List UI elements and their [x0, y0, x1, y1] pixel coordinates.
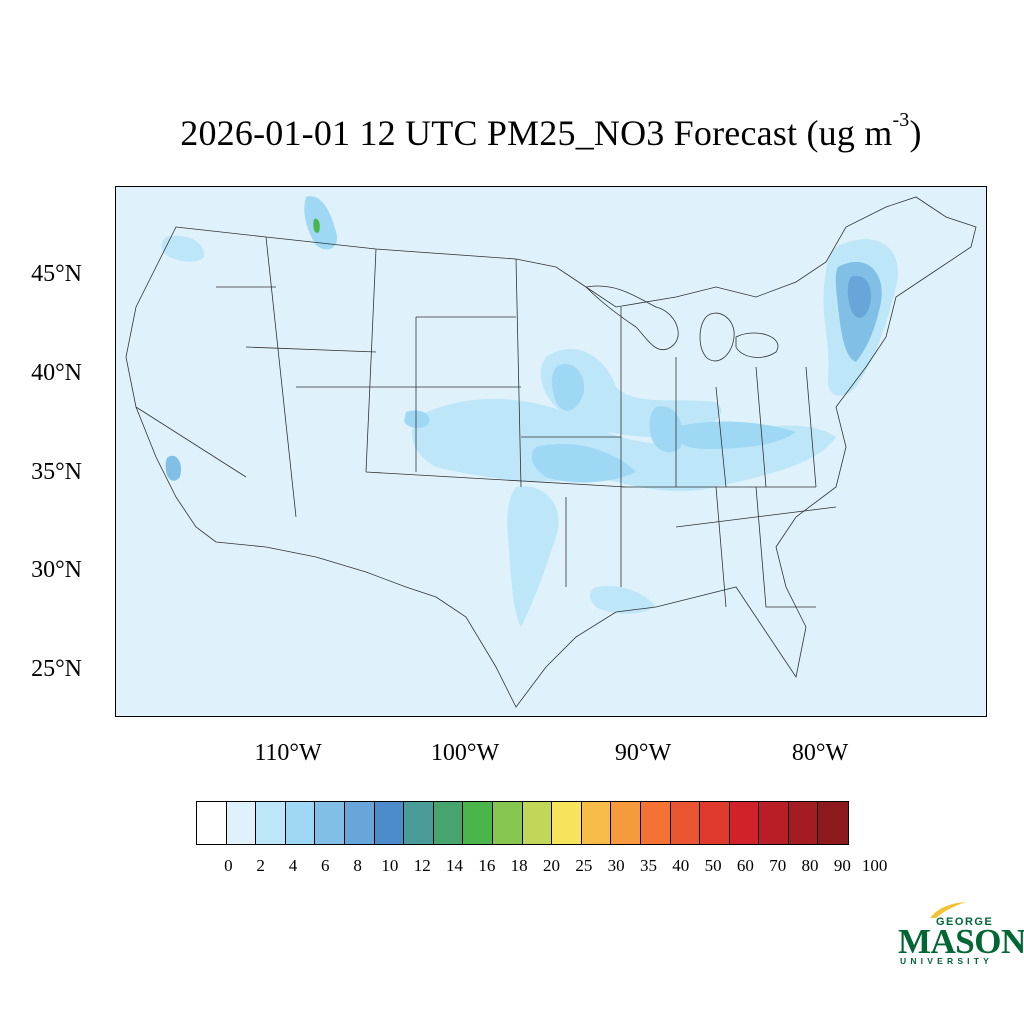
colorbar-swatch-16: [670, 802, 701, 844]
colorbar-swatch-17: [700, 802, 730, 844]
plume-arkansas: [507, 486, 559, 627]
plume-gulf: [590, 585, 656, 614]
colorbar-label-10: 20: [543, 856, 560, 875]
colorbar-label-4: 8: [353, 856, 362, 875]
colorbar-label-16: 60: [736, 856, 754, 875]
plume-montana-core: [313, 218, 320, 233]
colorbar-label-7: 14: [446, 856, 464, 875]
colorbar-label-13: 35: [639, 856, 657, 875]
colorbar-label-14: 40: [672, 856, 690, 875]
logo-mason: MASON: [898, 922, 1024, 961]
title-superscript: -3: [892, 109, 910, 131]
colorbar-swatch-14: [611, 802, 641, 844]
colorbar-swatch-1: [226, 802, 257, 844]
colorbar-label-19: 90: [833, 856, 851, 875]
colorbar-label-17: 70: [769, 856, 787, 875]
colorbar-swatch-15: [640, 802, 671, 844]
lon-label-80: 80°W: [791, 740, 849, 766]
title-close-paren: ): [909, 113, 922, 153]
colorbar-swatch-7: [404, 802, 434, 844]
colorbar-label-5: 10: [381, 856, 399, 875]
colorbar-label-15: 50: [704, 856, 722, 875]
colorbar-label-1: 2: [256, 856, 265, 875]
plume-california: [165, 455, 182, 481]
colorbar-label-8: 16: [478, 856, 496, 875]
plume-central-plains: [412, 398, 836, 492]
colorbar-swatch-4: [315, 802, 345, 844]
colorbar-swatch-2: [256, 802, 286, 844]
colorbar-swatch-0: [197, 802, 227, 844]
boundary-lines: [135, 236, 837, 608]
lon-label-90: 90°W: [614, 740, 672, 766]
plume-kentucky: [675, 421, 796, 449]
colorbar-label-9: 18: [510, 856, 528, 875]
colorbar-swatch-21: [818, 802, 849, 844]
colorbar-swatch-6: [374, 802, 405, 844]
colorbar-swatch-3: [285, 802, 316, 844]
us-outline: [125, 196, 977, 708]
plume-colorado: [404, 410, 430, 428]
plume-kansas-missouri: [531, 443, 636, 483]
plume-indiana: [649, 406, 683, 453]
colorbar-swatch-9: [463, 802, 493, 844]
colorbar-swatch-10: [492, 802, 523, 844]
colorbar-label-3: 6: [321, 856, 330, 875]
colorbar-swatch-19: [759, 802, 789, 844]
colorbar-swatch-18: [729, 802, 760, 844]
plume-washington: [161, 235, 205, 262]
lat-label-40: 40°N: [31, 360, 82, 386]
colorbar-swatch-13: [581, 802, 612, 844]
colorbar-swatch-8: [433, 802, 464, 844]
chart-title: 2026-01-01 12 UTC PM25_NO3 Forecast (ug …: [0, 109, 1024, 154]
plume-iowa: [551, 363, 585, 411]
lat-label-45: 45°N: [31, 261, 82, 287]
colorbar-label-12: 30: [607, 856, 625, 875]
lat-label-35: 35°N: [31, 459, 82, 485]
colorbar-label-6: 12: [413, 856, 431, 875]
colorbar-label-2: 4: [288, 856, 298, 875]
plume-northeast-core: [847, 276, 872, 318]
title-text: 2026-01-01 12 UTC PM25_NO3 Forecast (ug …: [180, 113, 893, 153]
logo-swoosh-icon: [930, 902, 966, 918]
map-svg: [116, 187, 986, 716]
lat-label-30: 30°N: [31, 557, 82, 583]
great-lakes: [585, 285, 779, 362]
gmu-logo: GEORGE MASON UNIVERSITY: [898, 900, 1024, 970]
colorbar-label-0: 0: [224, 856, 233, 875]
boundaries: [125, 196, 977, 708]
colorbar-label-20: 100: [861, 856, 888, 875]
colorbar-swatch-20: [788, 802, 819, 844]
plume-montana: [304, 196, 338, 250]
colorbar-label-11: 25: [575, 856, 593, 875]
colorbar-swatch-11: [522, 802, 553, 844]
colorbar-swatch-5: [344, 802, 375, 844]
logo-george: GEORGE: [936, 916, 994, 928]
colorbar: [196, 801, 850, 845]
map-panel: [115, 186, 987, 717]
lon-label-110: 110°W: [254, 740, 322, 766]
logo-university: UNIVERSITY: [900, 956, 994, 966]
lon-label-100: 100°W: [430, 740, 500, 766]
colorbar-swatch-12: [552, 802, 582, 844]
lat-label-25: 25°N: [31, 656, 82, 682]
colorbar-label-18: 80: [801, 856, 819, 875]
